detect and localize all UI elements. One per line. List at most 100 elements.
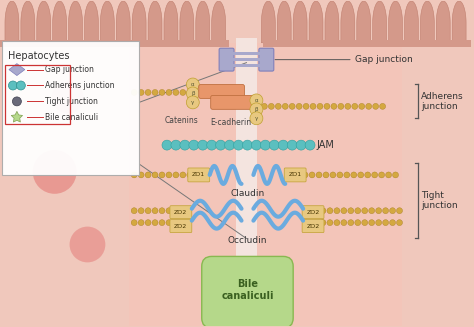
Circle shape xyxy=(327,208,333,214)
Polygon shape xyxy=(420,1,434,43)
Polygon shape xyxy=(53,1,66,43)
Circle shape xyxy=(159,172,165,178)
Circle shape xyxy=(250,103,263,116)
Circle shape xyxy=(234,140,244,150)
Text: ZO1: ZO1 xyxy=(289,172,302,178)
Circle shape xyxy=(145,172,151,178)
Polygon shape xyxy=(293,1,307,43)
Circle shape xyxy=(362,220,368,226)
Text: γ: γ xyxy=(255,116,258,121)
Bar xyxy=(5,65,70,124)
Polygon shape xyxy=(5,1,19,43)
Text: γ: γ xyxy=(191,100,194,105)
Circle shape xyxy=(320,208,326,214)
Circle shape xyxy=(310,103,316,109)
Circle shape xyxy=(250,94,263,107)
Polygon shape xyxy=(404,1,419,43)
Polygon shape xyxy=(84,1,99,43)
Circle shape xyxy=(275,103,281,109)
Circle shape xyxy=(355,208,361,214)
Polygon shape xyxy=(309,1,323,43)
Circle shape xyxy=(152,90,158,95)
FancyBboxPatch shape xyxy=(302,206,324,219)
FancyBboxPatch shape xyxy=(188,168,210,182)
Circle shape xyxy=(243,140,253,150)
Circle shape xyxy=(251,140,261,150)
Circle shape xyxy=(186,96,199,109)
Text: Tight junction: Tight junction xyxy=(45,97,98,106)
Circle shape xyxy=(131,220,137,226)
Circle shape xyxy=(296,140,306,150)
Circle shape xyxy=(392,172,399,178)
Polygon shape xyxy=(389,1,402,43)
Text: E-cadherin: E-cadherin xyxy=(210,118,251,127)
Circle shape xyxy=(152,172,158,178)
Circle shape xyxy=(9,81,18,90)
Circle shape xyxy=(269,140,279,150)
Text: JAM: JAM xyxy=(316,140,334,150)
Circle shape xyxy=(166,208,172,214)
Text: Bile canaliculi: Bile canaliculi xyxy=(45,113,98,122)
Polygon shape xyxy=(100,1,114,43)
Circle shape xyxy=(278,140,288,150)
Circle shape xyxy=(17,81,25,90)
Text: Adherens
junction: Adherens junction xyxy=(421,92,464,111)
FancyBboxPatch shape xyxy=(219,48,234,71)
Polygon shape xyxy=(373,1,387,43)
Circle shape xyxy=(327,220,333,226)
Bar xyxy=(264,40,471,47)
Polygon shape xyxy=(341,1,355,43)
Circle shape xyxy=(334,220,340,226)
Circle shape xyxy=(359,103,365,109)
Circle shape xyxy=(159,208,165,214)
Circle shape xyxy=(186,78,199,91)
Circle shape xyxy=(12,97,21,106)
Circle shape xyxy=(180,172,186,178)
Circle shape xyxy=(189,140,199,150)
Circle shape xyxy=(166,90,172,95)
Polygon shape xyxy=(325,1,339,43)
Circle shape xyxy=(334,208,340,214)
Circle shape xyxy=(138,208,144,214)
Bar xyxy=(233,58,260,60)
Polygon shape xyxy=(132,1,146,43)
Text: Occludin: Occludin xyxy=(228,235,267,245)
Polygon shape xyxy=(164,1,178,43)
Text: ZO2: ZO2 xyxy=(306,210,319,215)
Text: Gap junction: Gap junction xyxy=(355,55,412,64)
Polygon shape xyxy=(37,1,51,43)
Circle shape xyxy=(376,208,382,214)
Text: Catenins: Catenins xyxy=(165,116,199,125)
Text: Gap junction: Gap junction xyxy=(45,65,93,74)
Circle shape xyxy=(358,172,364,178)
FancyBboxPatch shape xyxy=(199,84,245,98)
Circle shape xyxy=(330,172,336,178)
Circle shape xyxy=(138,220,144,226)
Circle shape xyxy=(70,227,105,262)
Polygon shape xyxy=(11,111,23,122)
Circle shape xyxy=(362,208,368,214)
Circle shape xyxy=(317,103,323,109)
Circle shape xyxy=(166,172,172,178)
Bar xyxy=(129,43,244,326)
Circle shape xyxy=(171,140,181,150)
Circle shape xyxy=(302,172,308,178)
Circle shape xyxy=(390,208,395,214)
Circle shape xyxy=(309,172,315,178)
Text: ZO1: ZO1 xyxy=(192,172,205,178)
Bar xyxy=(233,64,260,67)
Circle shape xyxy=(305,140,315,150)
Polygon shape xyxy=(180,1,194,43)
Bar xyxy=(233,52,260,55)
FancyBboxPatch shape xyxy=(202,256,293,327)
Polygon shape xyxy=(452,1,466,43)
Text: α: α xyxy=(255,98,258,103)
Circle shape xyxy=(131,208,137,214)
Circle shape xyxy=(383,220,389,226)
Circle shape xyxy=(324,103,330,109)
FancyBboxPatch shape xyxy=(170,206,192,219)
Circle shape xyxy=(187,90,193,95)
Circle shape xyxy=(348,220,354,226)
Circle shape xyxy=(159,90,165,95)
Circle shape xyxy=(355,220,361,226)
